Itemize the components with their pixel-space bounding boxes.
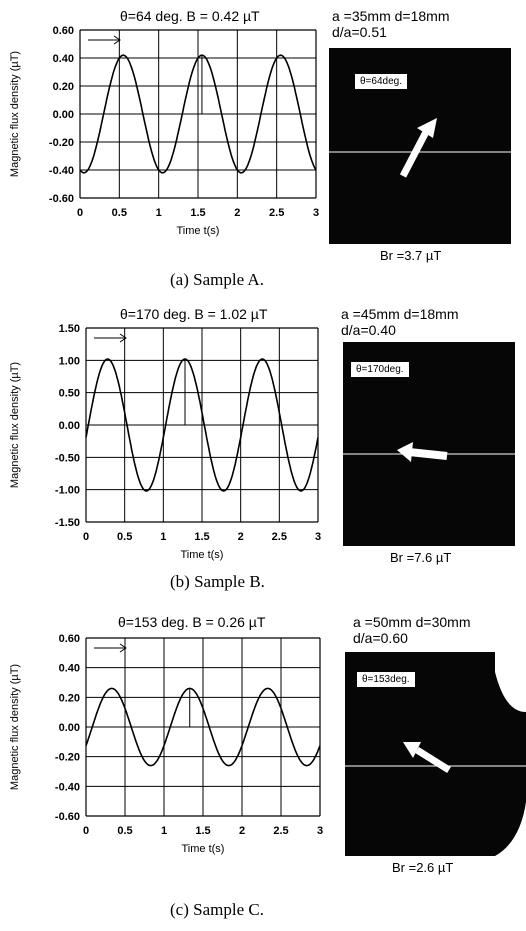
theta-label: θ=170deg. (351, 362, 409, 377)
chart-sample-a: 0.60 0.40 0.20 0.00 -0.20 -0.40 -0.600 0.5 1 1.5 2… (9, 25, 319, 237)
y-tick-label: -0.40 (55, 781, 80, 793)
y-tick-label: -0.60 (55, 811, 80, 823)
chart-title: θ=153 deg. B = 0.26 µT (118, 614, 266, 630)
sample-header: a =35mm d=18mm d/a=0.51 (332, 8, 450, 40)
theta-label: θ=153deg. (357, 672, 415, 687)
sample-ratio: d/a=0.40 (341, 322, 396, 338)
series-line (79, 54, 317, 174)
x-tick-label: 0.5 (117, 531, 132, 543)
x-tick-label: 1 (161, 825, 167, 837)
y-tick-label: 0.60 (53, 25, 74, 37)
x-axis-label: Time t(s) (177, 225, 220, 237)
sample-dimensions: a =50mm d=30mm (353, 614, 471, 630)
y-tick-label: 1.50 (59, 323, 80, 335)
arrow-icon (119, 333, 127, 343)
panel-sample-b: θ=170 deg. B = 1.02 µT 1.50 1.00 0.50 0.00-… (0, 300, 526, 600)
x-tick-label: 0.5 (117, 825, 132, 837)
y-tick-label: 0.60 (59, 633, 80, 645)
y-tick-label: 0.20 (59, 692, 80, 704)
y-tick-label: 0.00 (59, 722, 80, 734)
chart-sample-c: 0.60 0.40 0.20 0.00 -0.20 -0.40 -0.600 0.5 1 1.5 2… (9, 633, 323, 855)
x-tick-label: 3 (317, 825, 323, 837)
br-value: Br =3.7 µT (380, 248, 442, 263)
field-line-and-arrow (329, 118, 511, 178)
y-axis-label: Magnetic flux density (µT) (9, 664, 21, 790)
y-tick-label: -0.50 (55, 452, 80, 464)
panel-sample-a: θ=64 deg. B = 0.42 µT 0.60 0.40 0.20 0.00 -0… (0, 0, 526, 300)
x-tick-label: 3 (313, 207, 319, 219)
y-axis-label: Magnetic flux density (µT) (9, 362, 21, 488)
br-value: Br =7.6 µT (390, 550, 452, 565)
sample-ratio: d/a=0.60 (353, 630, 408, 646)
y-tick-label: 0.40 (59, 663, 80, 675)
x-tick-label: 2 (239, 825, 245, 837)
sample-image-c: θ=153deg. (345, 652, 526, 856)
x-tick-label: 1.5 (190, 207, 205, 219)
y-tick-label: 0.20 (53, 81, 74, 93)
y-tick-label: 0.00 (53, 109, 74, 121)
sample-header: a =50mm d=30mm d/a=0.60 (353, 614, 471, 646)
sample-header: a =45mm d=18mm d/a=0.40 (341, 306, 459, 338)
sample-image-b: θ=170deg. (343, 342, 515, 546)
arrow-icon (113, 35, 121, 45)
x-tick-label: 0 (83, 825, 89, 837)
x-tick-label: 2.5 (269, 207, 284, 219)
chart-sample-b: 1.50 1.00 0.50 0.00 -0.50 -1.00 -1.500 0.5 1 1.5 2… (9, 323, 321, 561)
caption-c: (c) Sample C. (170, 900, 264, 919)
x-tick-label: 2 (234, 207, 240, 219)
chart-title: θ=170 deg. B = 1.02 µT (120, 306, 268, 322)
x-tick-label: 2.5 (272, 531, 287, 543)
y-tick-label: -0.20 (49, 137, 74, 149)
x-tick-label: 1 (160, 531, 166, 543)
x-tick-label: 0 (83, 531, 89, 543)
sample-ratio: d/a=0.51 (332, 24, 387, 40)
x-tick-label: 0.5 (112, 207, 127, 219)
y-tick-label: -0.60 (49, 193, 74, 205)
x-tick-label: 2 (238, 531, 244, 543)
x-tick-label: 2.5 (273, 825, 288, 837)
chart-title: θ=64 deg. B = 0.42 µT (120, 8, 260, 24)
x-tick-label: 1.5 (195, 825, 210, 837)
theta-label: θ=64deg. (355, 74, 407, 89)
field-line-and-arrow (345, 652, 526, 856)
y-tick-label: -0.20 (55, 752, 80, 764)
arrow-icon (119, 643, 127, 653)
y-tick-label: 0.00 (59, 420, 80, 432)
x-axis-label: Time t(s) (182, 843, 225, 855)
sample-dimensions: a =45mm d=18mm (341, 306, 459, 322)
y-tick-label: -1.50 (55, 517, 80, 529)
y-tick-label: -0.40 (49, 165, 74, 177)
x-axis-label: Time t(s) (181, 549, 224, 561)
x-tick-label: 1 (156, 207, 162, 219)
x-tick-label: 1.5 (194, 531, 209, 543)
y-axis-label: Magnetic flux density (µT) (9, 51, 21, 177)
caption-a: (a) Sample A. (170, 270, 264, 289)
series-line (85, 358, 319, 492)
br-value: Br =2.6 µT (392, 860, 454, 875)
sample-dimensions: a =35mm d=18mm (332, 8, 450, 24)
field-line-and-arrow (343, 442, 515, 462)
sample-image-a: θ=64deg. (329, 48, 511, 244)
panel-sample-c: θ=153 deg. B = 0.26 µT 0.60 0.40 0.20 0.00 -… (0, 608, 526, 931)
y-tick-label: -1.00 (55, 485, 80, 497)
y-tick-label: 1.00 (59, 355, 80, 367)
y-tick-label: 0.40 (53, 53, 74, 65)
y-tick-label: 0.50 (59, 388, 80, 400)
x-tick-label: 0 (77, 207, 83, 219)
series-line (85, 687, 321, 767)
caption-b: (b) Sample B. (170, 572, 265, 591)
x-tick-label: 3 (315, 531, 321, 543)
